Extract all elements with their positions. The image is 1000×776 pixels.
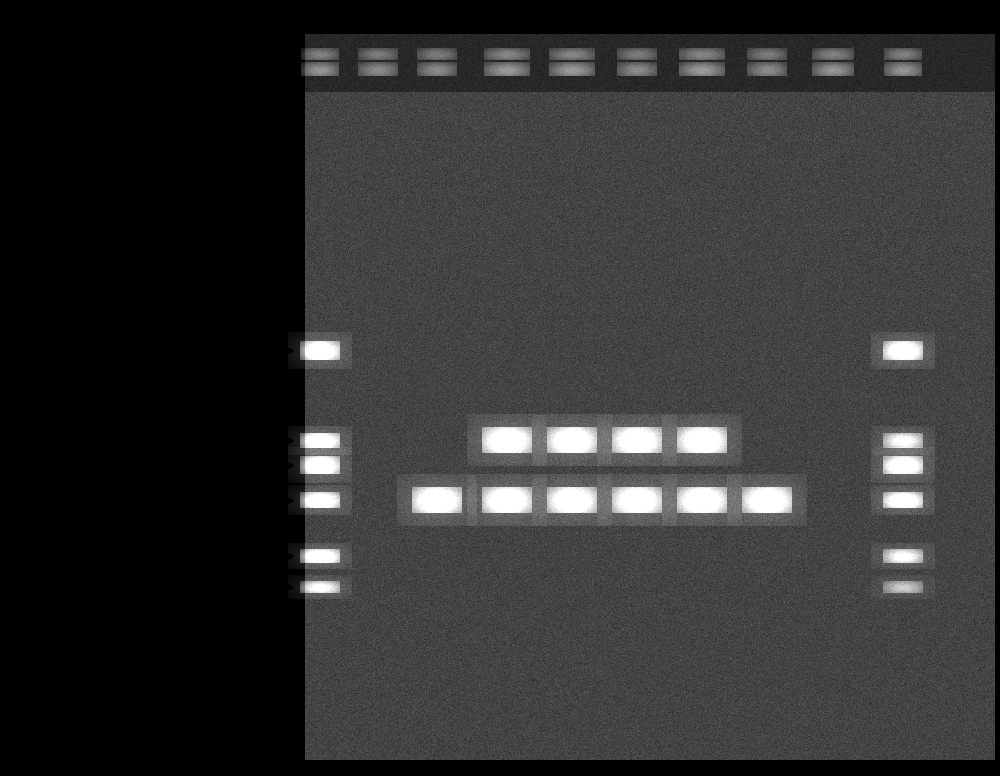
Text: 6: 6 [695, 16, 709, 34]
Text: M: M [310, 16, 330, 34]
Text: 4: 4 [565, 16, 579, 34]
Text: 1: 1 [371, 16, 385, 34]
Text: 2: 2 [430, 16, 444, 34]
Text: 750bp: 750bp [5, 458, 59, 473]
Text: 5: 5 [630, 16, 644, 34]
Text: 3: 3 [500, 16, 514, 34]
Text: 500bp: 500bp [5, 493, 59, 508]
Text: 1000bp: 1000bp [5, 433, 69, 449]
Text: 100bp: 100bp [5, 580, 58, 595]
Text: 7: 7 [760, 16, 774, 34]
Text: 8: 8 [826, 16, 840, 34]
Text: 250bp: 250bp [5, 549, 59, 564]
Text: M: M [893, 16, 913, 34]
Text: 2000bp: 2000bp [5, 343, 69, 359]
